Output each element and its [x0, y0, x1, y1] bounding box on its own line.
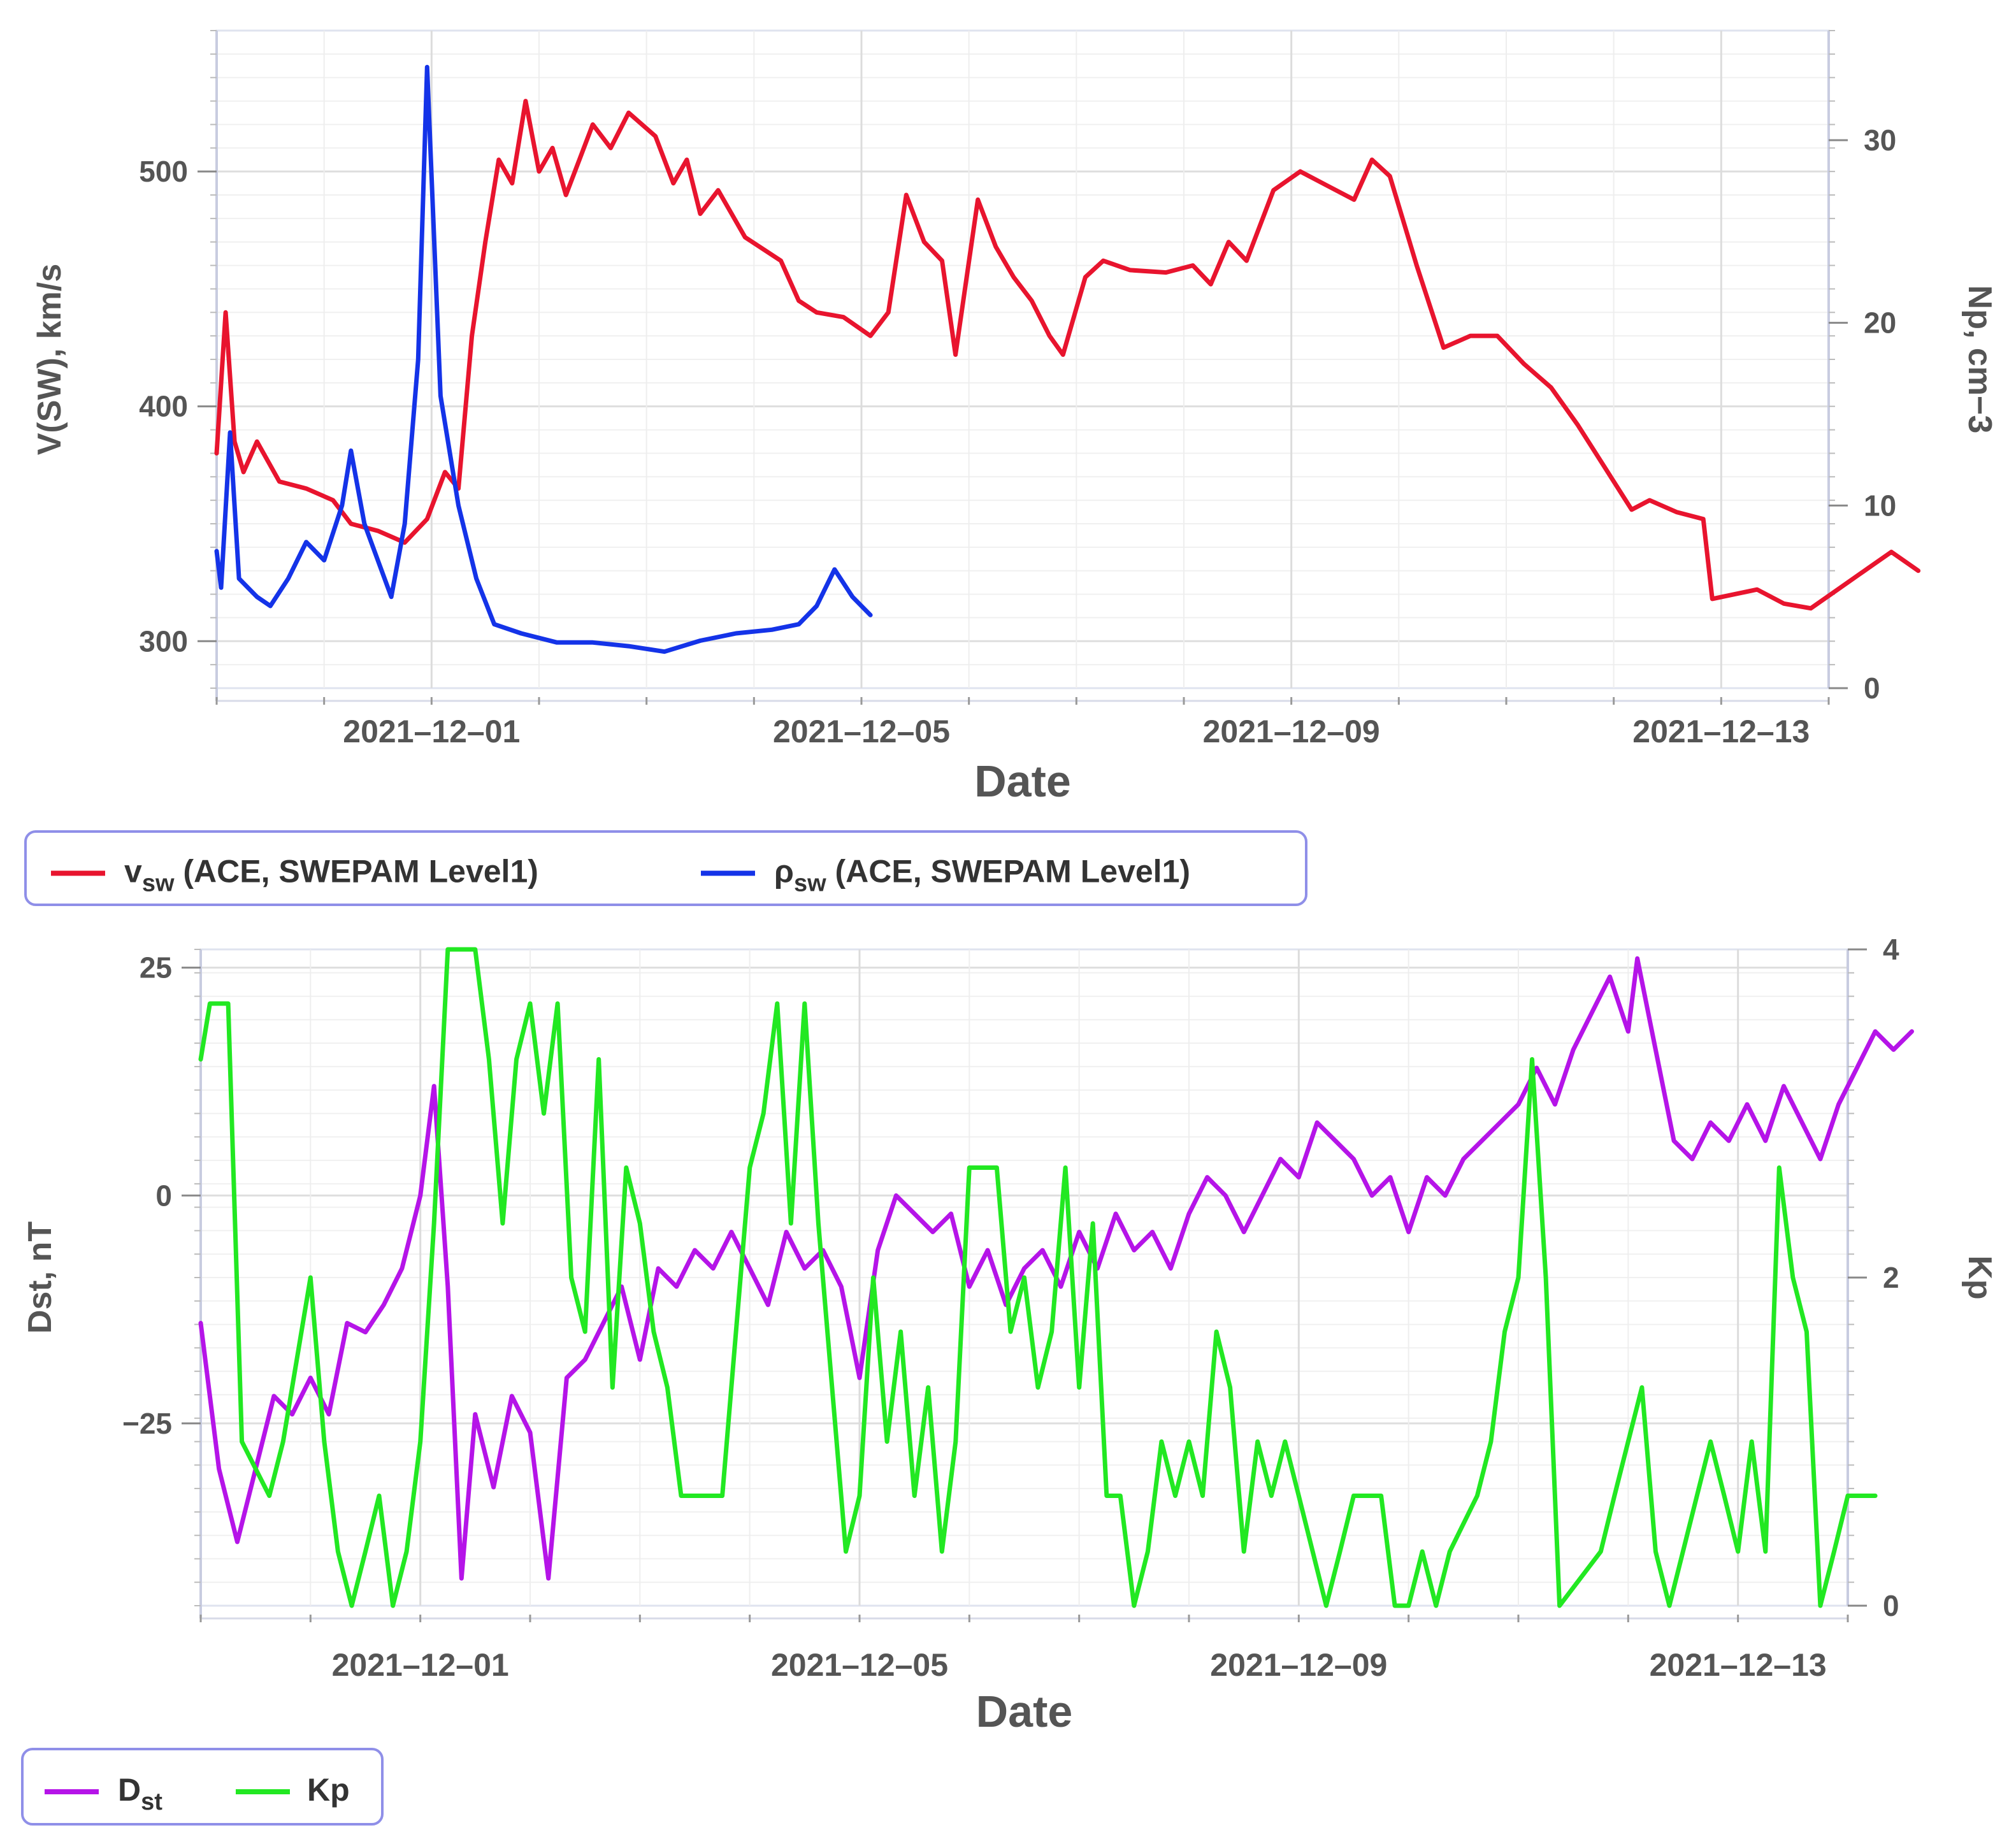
y-axis-title-left: Dst, nT [22, 1221, 59, 1334]
x-axis-title: Date [976, 1687, 1073, 1736]
y-tick-label-left: 300 [139, 624, 188, 658]
x-tick-label: 2021–12–01 [332, 1647, 509, 1683]
series-line-1 [214, 99, 1921, 611]
x-tick-label: 2021–12–09 [1210, 1647, 1387, 1683]
y-tick-label-right: 0 [1864, 672, 1880, 705]
legend-label: Kp [307, 1772, 350, 1808]
series-line-2 [198, 947, 1878, 1608]
y-tick-label-left: 25 [140, 951, 172, 984]
y-tick-label-right: 10 [1864, 489, 1896, 522]
y-tick-label-left: 0 [155, 1179, 172, 1212]
y-tick-label-right: 2 [1883, 1261, 1899, 1294]
y-tick-label-right: 20 [1864, 306, 1896, 340]
x-axis-title: Date [974, 756, 1071, 806]
x-tick-label: 2021–12–13 [1632, 714, 1810, 749]
legend-box [21, 1748, 384, 1826]
x-tick-label: 2021–12–13 [1650, 1647, 1827, 1683]
y-tick-label-left: −25 [122, 1407, 172, 1440]
y-tick-label-left: 400 [139, 390, 188, 423]
x-tick-label: 2021–12–01 [343, 714, 520, 749]
x-tick-label: 2021–12–05 [771, 1647, 948, 1683]
legend: vsw (ACE, SWEPAM Level1) ρsw (ACE, SWEPAM… [24, 830, 1307, 906]
y-axis-title-right: Kp [1961, 1255, 1998, 1299]
legend: Dst Kp [21, 1748, 384, 1826]
y-tick-label-left: 500 [139, 155, 188, 188]
legend-label: vsw (ACE, SWEPAM Level1) [124, 854, 538, 897]
series-line-1 [198, 956, 1914, 1581]
minor-gridlines [201, 972, 1848, 1583]
x-tick-label: 2021–12–05 [773, 714, 950, 749]
y-tick-label-right: 0 [1883, 1589, 1899, 1622]
legend-label: Dst [118, 1772, 162, 1815]
legend-label: ρsw (ACE, SWEPAM Level1) [774, 854, 1190, 897]
y-axis-title-left: V(SW), km/s [31, 264, 68, 456]
x-tick-label: 2021–12–09 [1203, 714, 1380, 749]
series-line-2 [214, 64, 873, 654]
chart-panel-2: −25 0 25 0 2 4 2021–12–01 2021–12–05 2021–12–09 2… [21, 933, 1998, 1826]
legend-box [24, 830, 1307, 906]
y-axis-title-right: Np, cm−3 [1961, 285, 1998, 434]
y-tick-label-right: 30 [1864, 124, 1896, 157]
chart-panel-1: 300 400 500 0 10 20 30 2021–12–01 2021–12–05 2021… [24, 29, 1998, 906]
y-tick-label-right: 4 [1883, 933, 1899, 966]
